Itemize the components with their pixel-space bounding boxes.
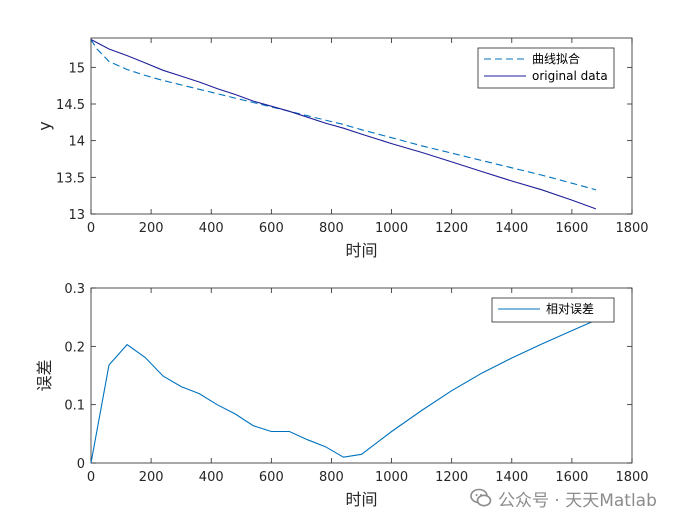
x-tick-label: 200 [139,470,164,485]
bottom-axes: 0 200 400 600 800 1000 1200 1400 1600 1800 0 0.1 0.2… [35,282,649,509]
legend-label-1: 曲线拟合 [532,51,580,66]
y-tick-label: 0 [77,457,85,472]
x-tick-label: 1600 [555,470,588,485]
legend-box [477,47,615,89]
y-axis-label: 误差 [35,359,54,391]
legend-label-1: 相对误差 [546,302,594,316]
x-tick-label: 0 [87,221,95,236]
x-tick-label: 400 [199,470,224,485]
y-tick-label: 14 [68,135,85,150]
x-tick-label: 800 [319,221,344,236]
y-tick-label: 0.2 [64,340,85,355]
x-tick-label: 1600 [555,221,588,236]
watermark-text: 公众号 · 天天Matlab [498,490,657,511]
y-tick-label: 0.1 [64,399,85,414]
y-tick-label: 15 [68,61,85,76]
x-tick-label: 800 [319,470,344,485]
top-axes: 0 200 400 600 800 1000 1200 1400 1600 1800 13 13.5 1… [35,37,649,260]
x-tick-label: 1000 [375,221,408,236]
watermark: 公众号 · 天天Matlab [470,484,692,512]
y-tick-label: 13.5 [56,171,85,186]
y-tick-label: 0.3 [64,282,85,297]
x-tick-label: 400 [199,221,224,236]
y-axis-label: y [35,121,54,130]
x-axis-label: 时间 [345,490,377,509]
x-tick-label: 1200 [435,221,468,236]
x-axis-label: 时间 [345,241,377,260]
legend-box [491,297,615,323]
series-line-1 [90,39,597,191]
x-tick-label: 1000 [375,470,408,485]
y-tick-label: 14.5 [56,98,85,113]
x-tick-label: 200 [139,221,164,236]
y-tick-label: 13 [68,208,85,223]
x-tick-label: 1800 [615,221,648,236]
legend-label-2: original data [532,69,608,83]
x-tick-label: 600 [259,221,284,236]
legend: 曲线拟合 original data [477,47,615,89]
x-tick-label: 1800 [615,470,648,485]
x-tick-label: 600 [259,470,284,485]
legend: 相对误差 [491,297,615,323]
wechat-icon [470,488,492,507]
series-line-2 [90,39,597,210]
x-tick-label: 1400 [495,221,528,236]
x-tick-label: 0 [87,470,95,485]
x-tick-label: 1200 [435,470,468,485]
series-line-1 [90,319,597,464]
x-tick-label: 1400 [495,470,528,485]
